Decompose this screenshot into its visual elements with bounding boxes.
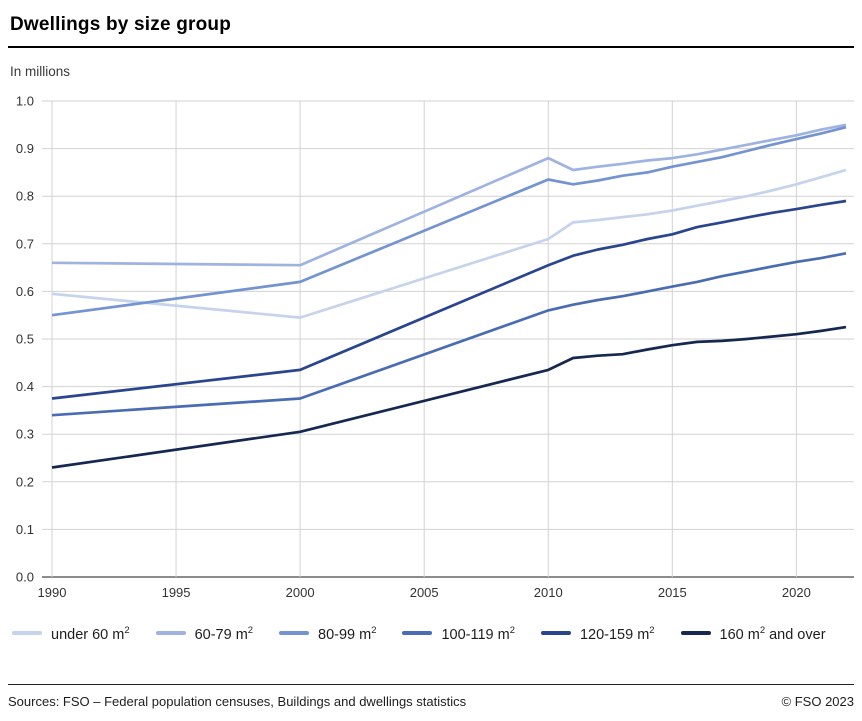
series-lines [51,123,847,469]
grid [42,100,854,578]
series-line-2 [51,125,847,317]
y-tick-label: 1.0 [16,94,34,109]
chart-unit-label: In millions [10,64,71,79]
y-tick-label: 0.9 [16,141,34,156]
legend-line-marker [12,631,42,636]
page-title: Dwellings by size group [8,10,854,48]
line-chart: 0.0 0.1 0.2 0.3 0.4 0.5 0.6 0.7 0.8 0.9 1.0 1990 199… [16,94,854,601]
series-line-0 [51,168,847,319]
y-tick-label: 0.3 [16,427,34,442]
x-tick-label: 2010 [534,585,563,600]
copyright-text: © FSO 2023 [781,694,854,709]
series-line-1 [51,123,847,267]
y-tick-label: 0.0 [16,570,34,585]
legend-label: 120-159 m2 [579,624,655,643]
x-tick-label: 1995 [162,585,191,600]
chart-legend: under 60 m2 60-79 m2 80-99 m2 100-119 m2 120… [12,624,854,643]
footer: Sources: FSO – Federal population census… [8,684,854,709]
legend-line-marker [402,631,433,636]
legend-label: 80-99 m2 [318,624,377,643]
legend-label: 160 m2 and over [719,624,826,643]
x-tick-label: 2015 [658,585,687,600]
x-tick-label: 2000 [286,585,315,600]
y-tick-label: 0.6 [16,284,34,299]
sources-text: Sources: FSO – Federal population census… [8,694,467,709]
y-tick-label: 0.7 [16,236,34,251]
legend-label: under 60 m2 [51,624,130,643]
legend-item-4: 120-159 m2 [540,624,655,643]
x-tick-label: 2005 [410,585,439,600]
chart-area: 0.0 0.1 0.2 0.3 0.4 0.5 0.6 0.7 0.8 0.9 1.0 1990 199… [8,85,854,610]
legend-item-3: 100-119 m2 [402,624,515,643]
legend-label: 60-79 m2 [194,624,254,643]
y-tick-label: 0.2 [16,474,34,489]
legend-line-marker [279,631,310,636]
y-tick-label: 0.4 [16,379,34,394]
x-tick-label: 1990 [38,585,67,600]
legend-label: 100-119 m2 [441,624,515,643]
x-tick-label: 2020 [782,585,811,600]
series-line-3 [51,251,847,417]
y-tick-label: 0.5 [16,332,34,347]
legend-line-marker [155,631,186,636]
axis-labels: 0.0 0.1 0.2 0.3 0.4 0.5 0.6 0.7 0.8 0.9 1.0 1990 199… [16,94,811,601]
legend-item-2: 80-99 m2 [279,624,376,643]
legend-line-marker [680,631,711,636]
legend-item-5: 160 m2 and over [680,624,826,643]
legend-line-marker [540,631,571,636]
legend-item-1: 60-79 m2 [155,624,254,643]
series-line-5 [51,325,847,469]
y-tick-label: 0.1 [16,522,34,537]
series-line-4 [51,199,847,400]
y-tick-label: 0.8 [16,189,34,204]
legend-item-0: under 60 m2 [12,624,130,643]
